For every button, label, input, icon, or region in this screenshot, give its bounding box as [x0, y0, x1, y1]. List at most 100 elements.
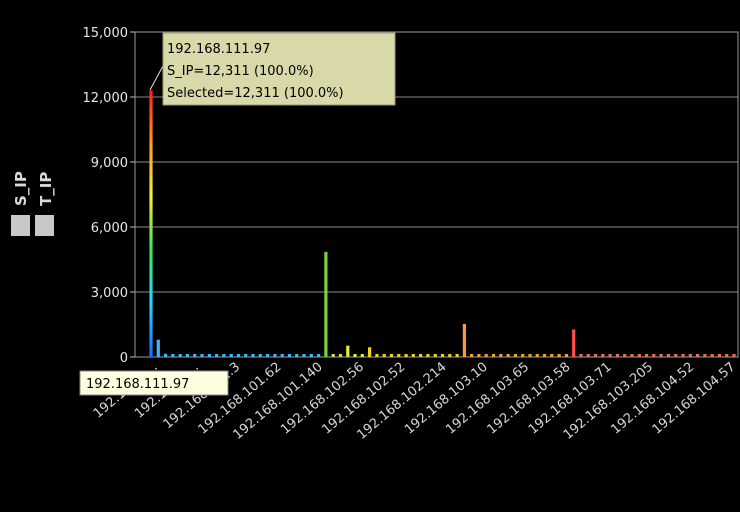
hover-label-box: [79, 370, 229, 396]
bar[interactable]: [331, 354, 335, 357]
tooltip: 192.168.111.97 S_IP=12,311 (100.0%) Sele…: [149, 32, 396, 106]
bar[interactable]: [579, 354, 583, 357]
bar[interactable]: [207, 354, 211, 357]
legend-label-s-ip: S_IP: [12, 171, 30, 206]
bar[interactable]: [725, 354, 729, 357]
bar[interactable]: [615, 354, 619, 357]
hover-label-text: 192.168.111.97: [86, 377, 189, 392]
bar[interactable]: [215, 354, 219, 357]
bar[interactable]: [287, 354, 292, 357]
bar[interactable]: [346, 345, 350, 357]
y-tick-label: 9,000: [91, 156, 128, 171]
legend[interactable]: S_IP T_IP: [11, 171, 55, 236]
bar[interactable]: [389, 354, 394, 357]
bar[interactable]: [455, 354, 459, 357]
bar[interactable]: [521, 354, 525, 357]
bar[interactable]: [171, 354, 175, 357]
bar[interactable]: [608, 354, 612, 357]
bar[interactable]: [630, 354, 634, 357]
bar[interactable]: [295, 354, 299, 357]
legend-label-t-ip: T_IP: [37, 172, 55, 206]
bar[interactable]: [703, 354, 707, 357]
bar[interactable]: [280, 354, 284, 357]
y-axis: 0 3,000 6,000 9,000 12,000 15,000: [83, 26, 135, 366]
bar[interactable]: [360, 354, 364, 357]
bar[interactable]: [156, 339, 160, 357]
bar[interactable]: [433, 354, 437, 357]
bar[interactable]: [419, 354, 423, 357]
bar[interactable]: [688, 354, 692, 357]
bar[interactable]: [229, 354, 233, 357]
y-tick-label: 3,000: [91, 286, 128, 301]
bar[interactable]: [623, 354, 627, 357]
bar[interactable]: [258, 354, 262, 357]
bar[interactable]: [717, 354, 721, 357]
bar[interactable]: [491, 354, 496, 357]
bar[interactable]: [601, 354, 605, 357]
bar[interactable]: [375, 354, 379, 357]
bar[interactable]: [338, 354, 343, 357]
legend-swatch-t-ip[interactable]: [35, 215, 54, 236]
bar[interactable]: [572, 329, 576, 358]
bar[interactable]: [681, 354, 685, 357]
bar[interactable]: [593, 354, 598, 357]
bar[interactable]: [557, 354, 561, 357]
bar[interactable]: [411, 354, 415, 357]
bar[interactable]: [193, 354, 197, 357]
bar[interactable]: [382, 354, 386, 357]
y-tick-label: 15,000: [83, 26, 129, 41]
bar[interactable]: [302, 354, 306, 357]
bar[interactable]: [185, 354, 189, 357]
bar[interactable]: [732, 354, 736, 357]
bar[interactable]: [674, 354, 678, 357]
bar[interactable]: [236, 354, 240, 357]
bar[interactable]: [426, 354, 430, 357]
hover-label: 192.168.111.97: [79, 370, 229, 396]
bar[interactable]: [696, 354, 700, 357]
bar[interactable]: [317, 354, 321, 357]
bar[interactable]: [528, 354, 532, 357]
bar[interactable]: [535, 354, 539, 357]
bar[interactable]: [666, 354, 670, 357]
bar[interactable]: [484, 354, 488, 357]
bar[interactable]: [178, 354, 182, 357]
bar[interactable]: [273, 354, 277, 357]
y-tick-label: 6,000: [91, 221, 128, 236]
bar[interactable]: [324, 251, 328, 357]
bar[interactable]: [470, 354, 474, 357]
bar[interactable]: [644, 354, 649, 357]
bar[interactable]: [244, 354, 248, 357]
bar[interactable]: [652, 354, 656, 357]
bar[interactable]: [440, 354, 445, 357]
bar[interactable]: [448, 354, 452, 357]
legend-swatch-s-ip[interactable]: [11, 215, 30, 236]
bar[interactable]: [499, 354, 503, 357]
tooltip-box: [162, 32, 396, 106]
bar[interactable]: [149, 90, 153, 358]
bar[interactable]: [368, 347, 372, 358]
bar[interactable]: [542, 354, 547, 357]
bar[interactable]: [222, 354, 226, 357]
bar[interactable]: [353, 354, 357, 357]
bar[interactable]: [266, 354, 270, 357]
tooltip-pointer: [149, 63, 165, 91]
bar[interactable]: [404, 354, 408, 357]
bar[interactable]: [637, 354, 641, 357]
bar[interactable]: [164, 353, 168, 358]
bar[interactable]: [506, 354, 510, 357]
bar[interactable]: [462, 323, 466, 357]
tooltip-line-ip: 192.168.111.97: [167, 42, 270, 57]
bar[interactable]: [251, 354, 255, 357]
bar[interactable]: [550, 354, 554, 357]
bar[interactable]: [586, 354, 590, 357]
bars[interactable]: [149, 90, 736, 358]
bar[interactable]: [659, 354, 663, 357]
bar[interactable]: [513, 354, 517, 357]
bar[interactable]: [309, 354, 313, 357]
bar[interactable]: [477, 354, 481, 357]
bar[interactable]: [710, 354, 714, 357]
bar[interactable]: [397, 354, 401, 357]
y-tick-label: 0: [120, 351, 128, 366]
bar[interactable]: [200, 354, 204, 357]
bar[interactable]: [564, 354, 568, 357]
